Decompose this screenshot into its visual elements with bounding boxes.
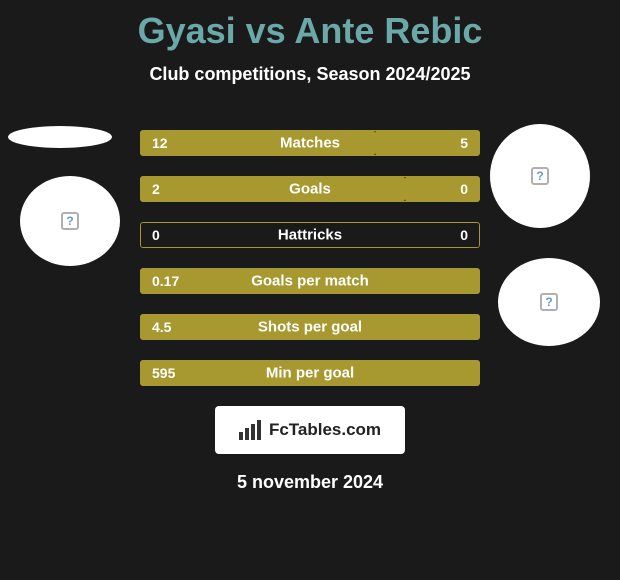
stat-row: 12 5 Matches — [140, 130, 480, 156]
stat-row: 0.17 Goals per match — [140, 268, 480, 294]
stat-label: Shots per goal — [258, 319, 362, 336]
decorative-oval-left — [8, 126, 112, 148]
stat-label: Hattricks — [278, 227, 342, 244]
stat-value-left: 595 — [152, 365, 175, 381]
player-avatar-left: ? — [20, 176, 120, 266]
stat-value-left: 0.17 — [152, 273, 179, 289]
question-icon: ? — [540, 293, 558, 311]
stat-label: Goals — [289, 181, 331, 198]
stat-value-left: 12 — [152, 135, 168, 151]
stat-label: Goals per match — [251, 273, 369, 290]
stat-label: Matches — [280, 135, 340, 152]
stat-bar-left — [140, 176, 405, 202]
stat-value-right: 0 — [460, 227, 468, 243]
question-icon: ? — [531, 167, 549, 185]
stat-value-left: 0 — [152, 227, 160, 243]
player-avatar-right-top: ? — [490, 124, 590, 228]
logo-text: FcTables.com — [269, 420, 381, 440]
stat-row: 4.5 Shots per goal — [140, 314, 480, 340]
stats-bars-container: 12 5 Matches 2 0 Goals 0 0 Hattricks 0.17 Goals pe… — [140, 130, 480, 386]
stat-label: Min per goal — [266, 365, 354, 382]
stat-row: 2 0 Goals — [140, 176, 480, 202]
comparison-title: Gyasi vs Ante Rebic — [0, 0, 620, 52]
stat-bar-right — [405, 176, 480, 202]
stat-value-left: 4.5 — [152, 319, 171, 335]
question-icon: ? — [61, 212, 79, 230]
stat-value-right: 0 — [460, 181, 468, 197]
snapshot-date: 5 november 2024 — [0, 472, 620, 493]
stat-value-left: 2 — [152, 181, 160, 197]
stat-row: 0 0 Hattricks — [140, 222, 480, 248]
stat-value-right: 5 — [460, 135, 468, 151]
barchart-icon — [239, 420, 265, 440]
player-avatar-right-bottom: ? — [498, 258, 600, 346]
stat-row: 595 Min per goal — [140, 360, 480, 386]
comparison-subtitle: Club competitions, Season 2024/2025 — [0, 64, 620, 85]
fctables-logo: FcTables.com — [215, 406, 405, 454]
